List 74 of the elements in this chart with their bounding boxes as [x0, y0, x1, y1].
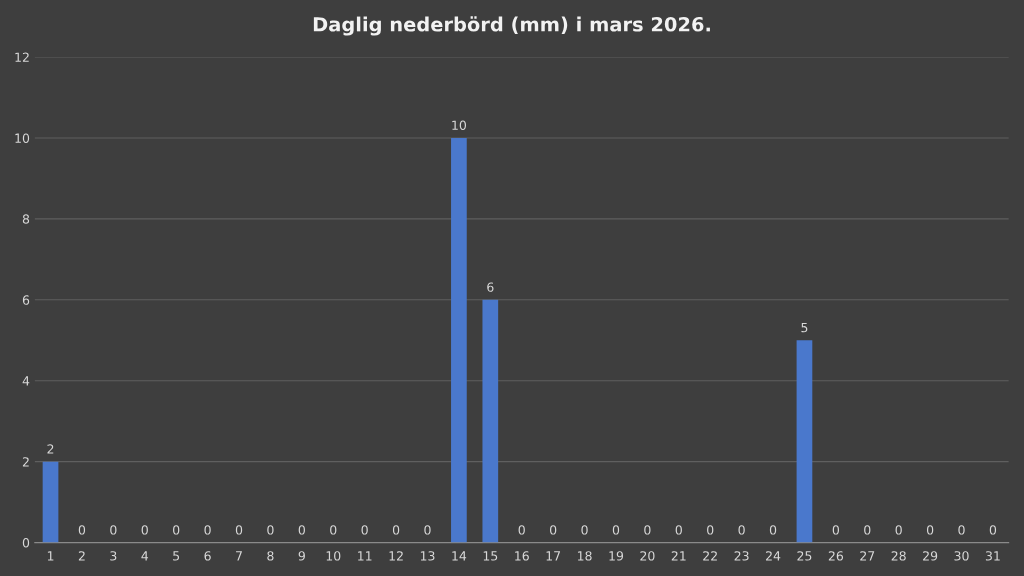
- x-tick-label: 27: [860, 551, 875, 561]
- x-tick-label: 6: [204, 551, 211, 561]
- data-label: 0: [424, 525, 431, 535]
- data-label: 0: [989, 525, 997, 535]
- data-label: 0: [361, 525, 368, 535]
- data-label: 0: [392, 525, 400, 535]
- data-label: 0: [110, 525, 117, 535]
- data-label: 0: [769, 525, 777, 535]
- x-tick-label: 13: [420, 551, 435, 561]
- data-label: 0: [581, 525, 588, 535]
- bar: [482, 299, 499, 543]
- data-label: 0: [612, 525, 620, 535]
- x-tick-label: 15: [483, 551, 498, 561]
- bar: [451, 137, 467, 543]
- x-tick-label: 8: [267, 551, 274, 561]
- data-label: 10: [452, 120, 467, 130]
- data-label: 0: [549, 525, 557, 535]
- data-label: 0: [675, 525, 682, 535]
- data-label: 0: [895, 525, 902, 535]
- x-tick-label: 1: [47, 551, 54, 561]
- x-tick-label: 12: [389, 551, 403, 561]
- x-tick-label: 10: [326, 551, 341, 561]
- y-tick-label: 12: [15, 52, 29, 62]
- x-tick-label: 23: [734, 551, 749, 561]
- data-label: 2: [47, 444, 54, 454]
- x-tick-label: 22: [703, 551, 717, 561]
- data-label: 0: [204, 525, 211, 535]
- data-label: 0: [958, 525, 965, 535]
- x-tick-label: 7: [236, 551, 242, 561]
- x-tick-label: 29: [923, 551, 938, 561]
- x-tick-label: 20: [640, 551, 655, 561]
- x-tick-label: 31: [985, 551, 1000, 561]
- y-tick-label: 8: [22, 214, 30, 224]
- x-tick-label: 19: [609, 551, 624, 561]
- data-label: 0: [926, 525, 934, 535]
- x-tick-label: 4: [141, 551, 149, 561]
- data-label: 0: [832, 525, 840, 535]
- data-label: 0: [235, 525, 243, 535]
- y-tick-label: 2: [22, 457, 29, 467]
- x-tick-label: 2: [78, 551, 85, 561]
- data-label: 0: [173, 525, 180, 535]
- y-tick-label: 0: [22, 538, 30, 548]
- x-tick-label: 26: [828, 551, 844, 561]
- data-label: 6: [487, 282, 494, 292]
- x-tick-label: 25: [797, 551, 812, 561]
- x-tick-label: 24: [766, 551, 781, 561]
- data-label: 5: [801, 323, 808, 333]
- x-tick-label: 16: [515, 551, 529, 561]
- x-tick-label: 14: [452, 551, 467, 561]
- x-tick-label: 18: [577, 551, 592, 561]
- bar: [42, 461, 59, 543]
- data-label: 0: [267, 525, 274, 535]
- data-label: 0: [298, 525, 305, 535]
- data-label: 0: [78, 525, 86, 535]
- x-tick-label: 5: [173, 551, 180, 561]
- x-tick-label: 21: [671, 551, 686, 561]
- x-tick-label: 30: [954, 551, 969, 561]
- x-tick-label: 17: [546, 551, 561, 561]
- data-label: 0: [707, 525, 714, 535]
- x-tick-label: 3: [110, 551, 117, 561]
- x-tick-label: 28: [891, 551, 906, 561]
- data-label: 0: [518, 525, 525, 535]
- data-label: 0: [738, 525, 745, 535]
- data-label: 0: [864, 525, 871, 535]
- x-tick-label: 11: [358, 551, 372, 561]
- data-label: 0: [644, 525, 651, 535]
- bar: [796, 340, 813, 543]
- y-tick-label: 4: [22, 376, 30, 386]
- chart-title: Daglig nederbörd (mm) i mars 2026.: [313, 16, 710, 36]
- data-label: 0: [141, 525, 148, 535]
- y-tick-label: 10: [15, 133, 30, 143]
- y-tick-label: 6: [22, 295, 30, 305]
- x-tick-label: 9: [298, 551, 305, 561]
- data-label: 0: [330, 525, 337, 535]
